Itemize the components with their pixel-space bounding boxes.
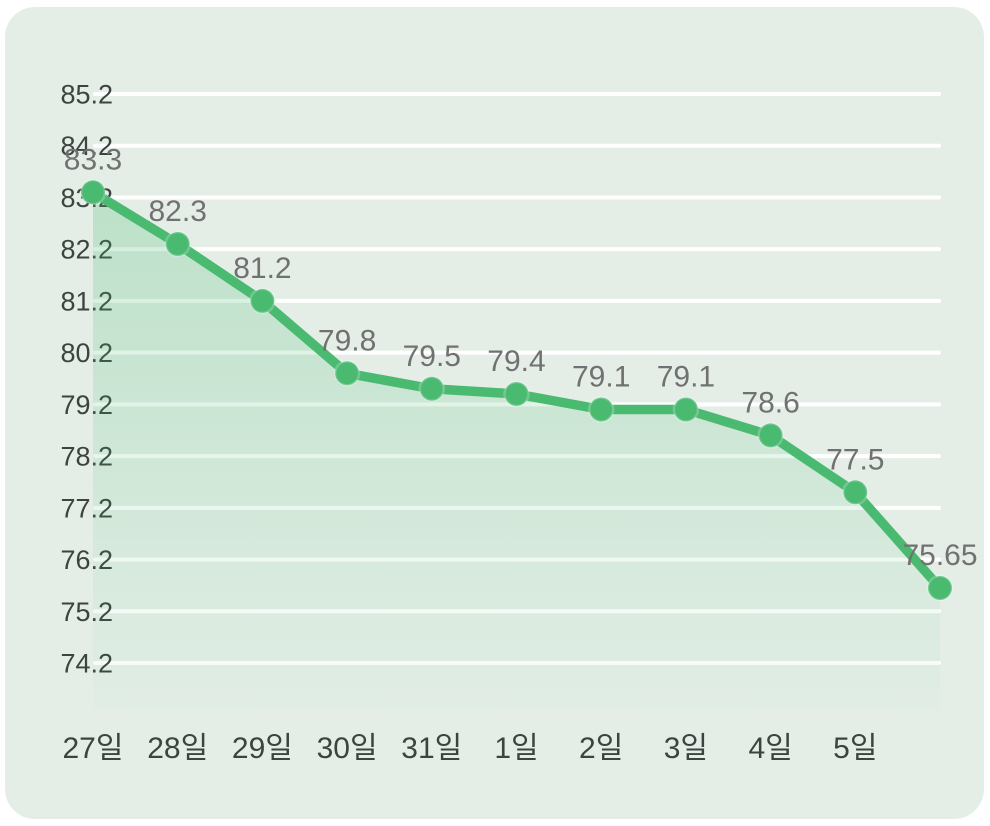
data-point [333,360,361,387]
x-tick-label: 5일 [833,732,877,765]
x-tick-label: 31일 [401,732,462,765]
data-point-label: 78.6 [741,386,799,419]
data-point [503,380,530,408]
data-point-label: 79.8 [318,324,376,357]
data-point-label: 81.2 [233,252,291,285]
data-point [842,479,869,506]
x-tick-label: 27일 [63,732,124,765]
data-point [672,396,700,423]
data-point-label: 79.1 [572,361,630,394]
data-point-label: 77.5 [826,443,884,476]
data-point-label: 75.65 [902,539,977,572]
x-tick-label: 2일 [579,732,623,765]
x-tick-label: 3일 [664,732,708,765]
x-tick-label: 29일 [232,732,293,765]
y-tick-label: 85.2 [60,80,113,110]
data-point [164,230,191,258]
x-tick-label: 28일 [147,732,208,765]
x-tick-label: 1일 [494,732,538,765]
x-tick-label: 30일 [317,732,378,765]
area-fill [93,192,940,711]
data-point [757,422,784,449]
x-tick-label: 4일 [748,732,792,765]
data-point [587,396,615,423]
data-point-label: 79.1 [657,361,715,394]
data-point [79,179,107,206]
data-point-label: 79.5 [403,340,461,373]
data-point [249,287,276,315]
data-point [926,574,954,602]
y-tick-label: 84.2 [60,131,113,161]
data-point [418,375,446,403]
data-point-label: 82.3 [149,195,207,228]
data-point-label: 79.4 [487,345,545,378]
data-point-label: 83.3 [64,143,122,176]
